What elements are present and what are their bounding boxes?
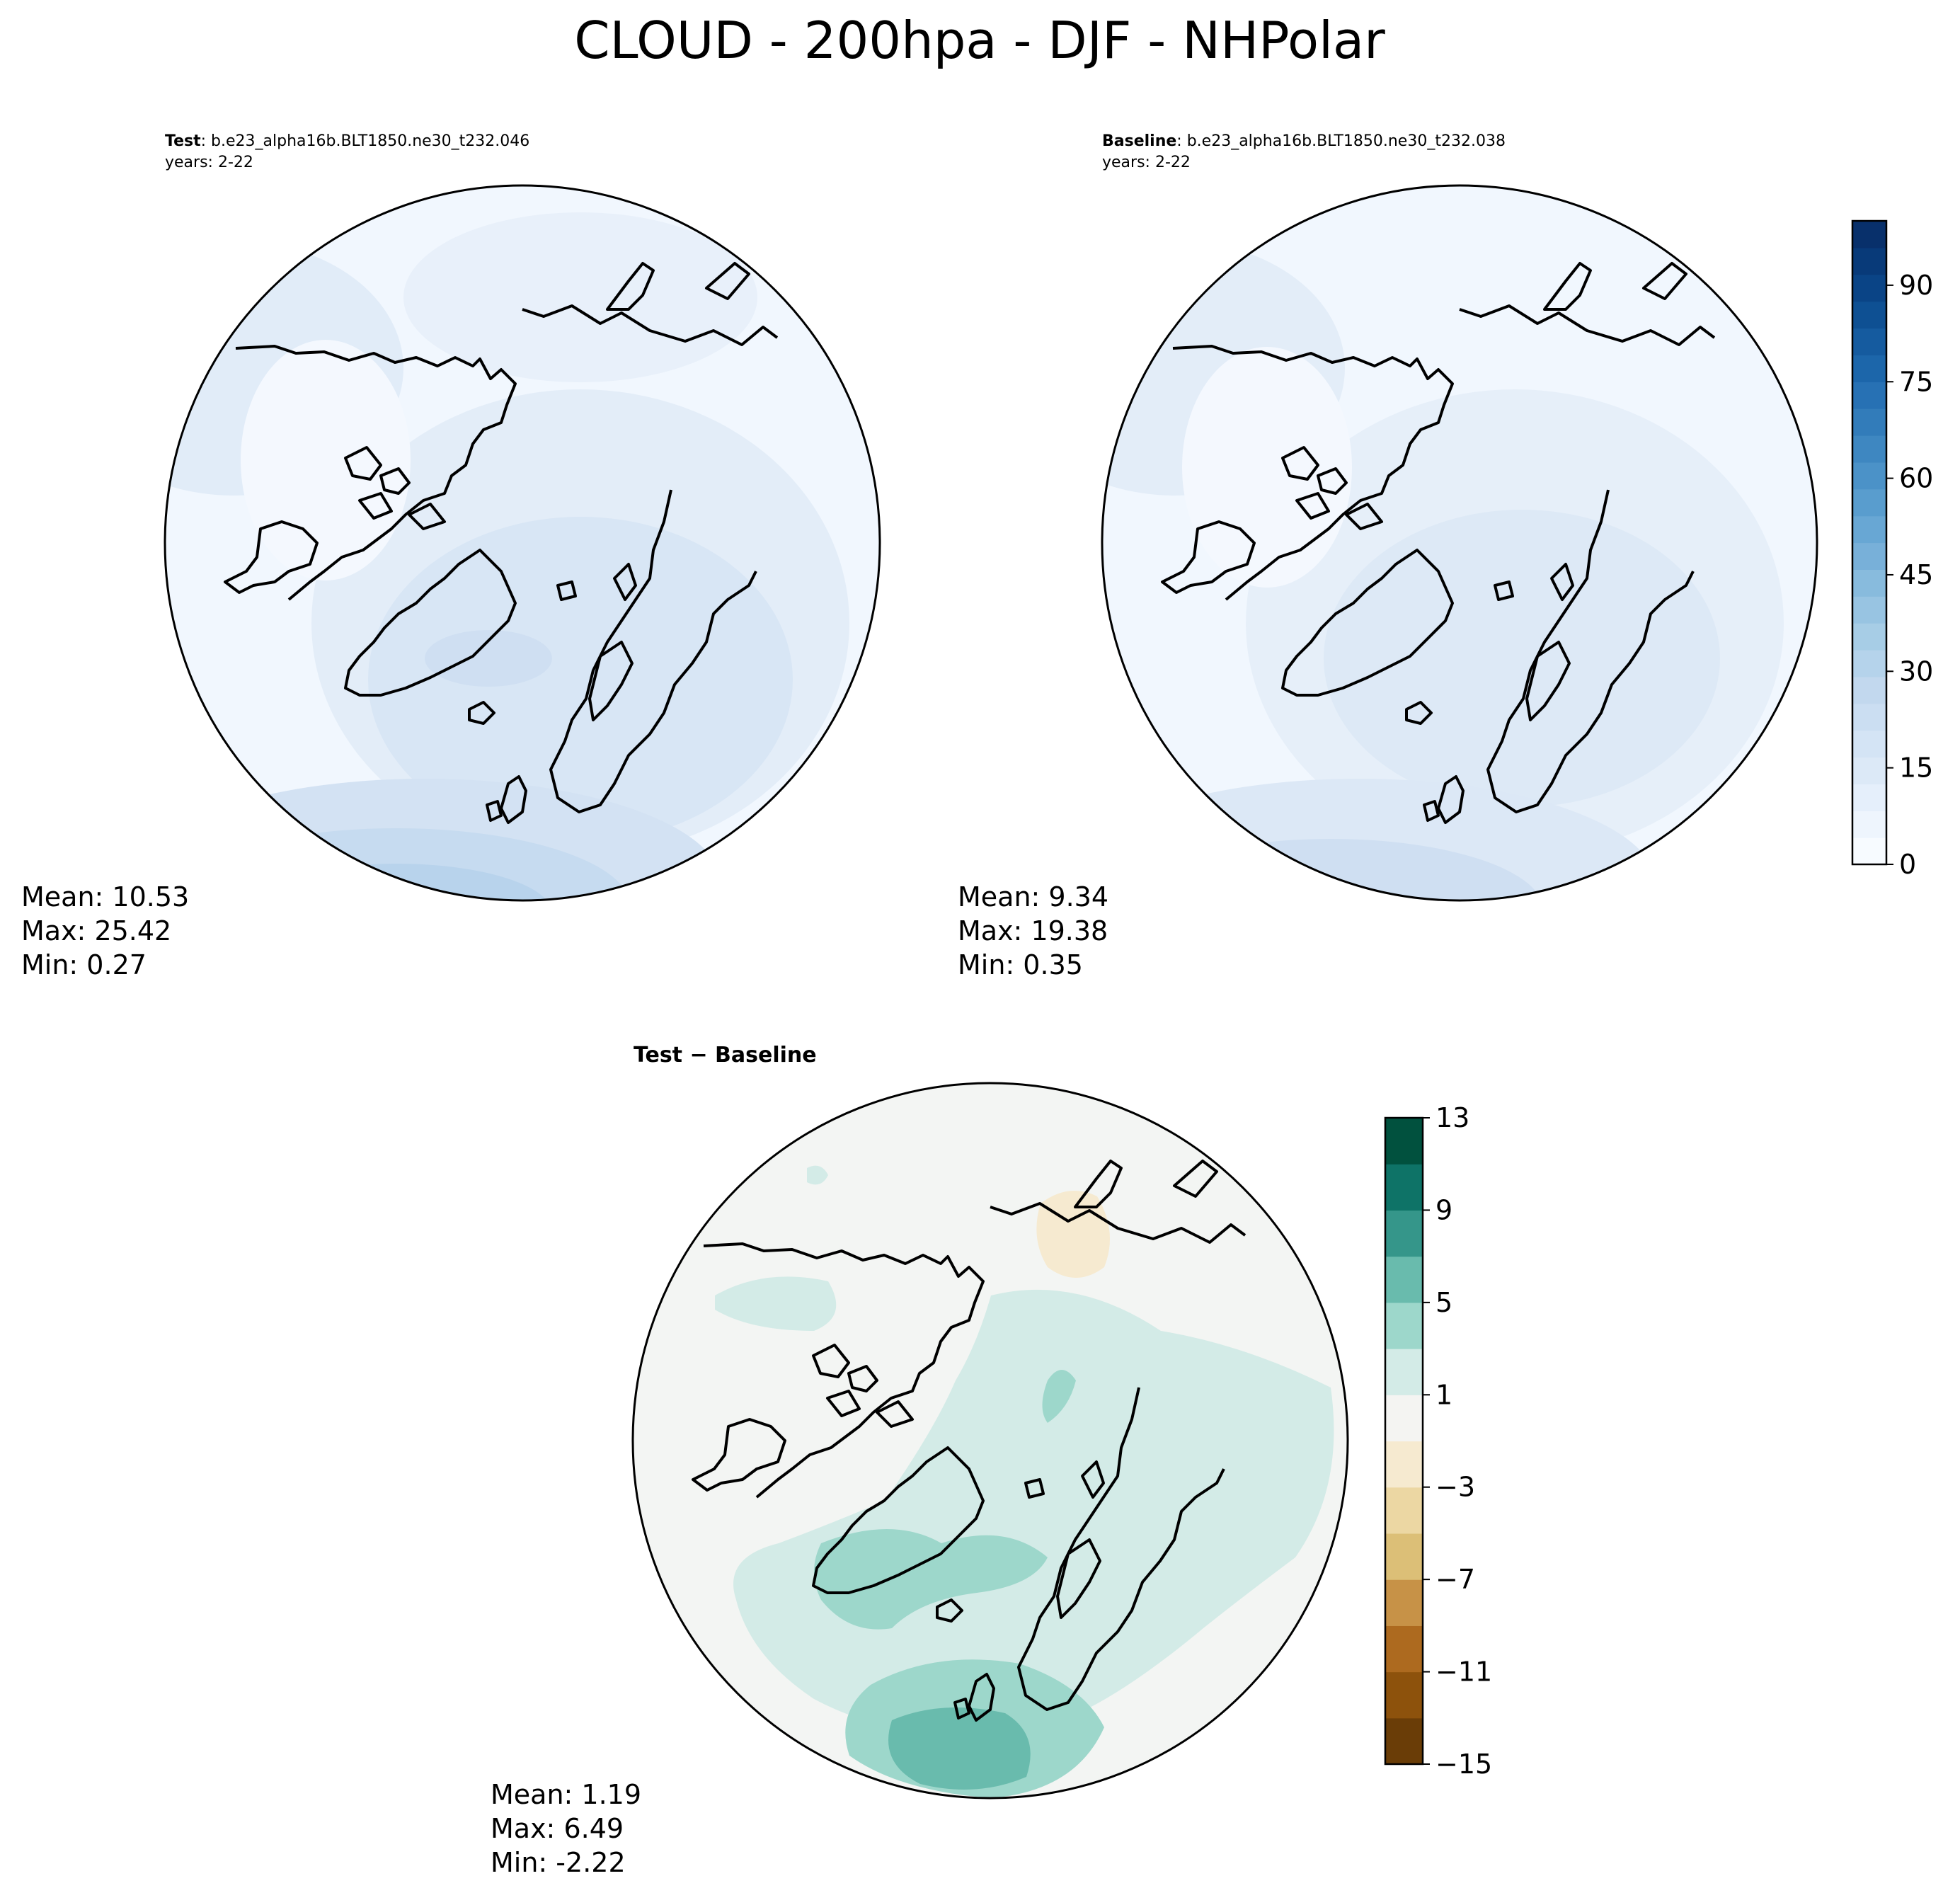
baseline-map-border [1101,184,1818,902]
colorbar-band [1852,274,1886,302]
colorbar-band [1385,1625,1423,1673]
baseline-map [1102,185,1817,900]
diff-map [633,1083,1348,1798]
colorbar-band [1852,784,1886,811]
colorbar-band [1852,757,1886,784]
baseline-label: Baseline: b.e23_alpha16b.BLT1850.ne30_t2… [1102,132,1506,150]
diff-min: Min: -2.22 [491,1847,626,1878]
test-mean: Mean: 10.53 [21,881,189,912]
colorbar-band [1852,328,1886,355]
baseline-min: Min: 0.35 [958,949,1083,980]
baseline-years: years: 2-22 [1102,154,1191,171]
baseline-label-rest: : b.e23_alpha16b.BLT1850.ne30_t232.038 [1176,132,1506,150]
main-colorbar: 0 15 30 45 60 75 90 [1851,219,1933,880]
colorbar-band [1852,382,1886,409]
colorbar-tick-label: 0 [1899,849,1916,880]
baseline-mean: Mean: 9.34 [958,881,1108,912]
colorbar-band [1385,1164,1423,1211]
colorbar-tick-label: −11 [1435,1657,1492,1688]
test-label-rest: : b.e23_alpha16b.BLT1850.ne30_t232.046 [201,132,530,150]
baseline-panel: Baseline: b.e23_alpha16b.BLT1850.ne30_t2… [958,132,1818,980]
diff-mean: Mean: 1.19 [491,1779,641,1810]
colorbar-band [1852,488,1886,517]
colorbar-band [1385,1441,1423,1488]
colorbar-tick-label: 15 [1899,753,1933,784]
colorbar-band [1852,569,1886,597]
colorbar-band [1852,435,1886,463]
diff-map-border [631,1082,1349,1800]
colorbar-band [1852,811,1886,838]
colorbar-tick-label: −7 [1435,1564,1475,1595]
colorbar-tick-label: 1 [1435,1379,1452,1410]
colorbar-band [1385,1256,1423,1303]
colorbar-band [1852,676,1886,704]
colorbar-band [1852,462,1886,490]
colorbar-band [1385,1717,1423,1765]
colorbar-tick-label: 90 [1899,270,1933,301]
diff-label: Test − Baseline [634,1043,817,1068]
colorbar-tick-label: 75 [1899,366,1933,397]
colorbar-band [1852,837,1886,865]
test-label: Test: b.e23_alpha16b.BLT1850.ne30_t232.0… [165,132,529,150]
colorbar-tick-label: 30 [1899,656,1933,687]
baseline-label-bold: Baseline [1102,132,1176,150]
colorbar-band [1852,301,1886,329]
colorbar-band [1852,515,1886,544]
colorbar-band [1852,247,1886,275]
colorbar-tick-label: 9 [1435,1194,1452,1225]
colorbar-band [1852,703,1886,731]
colorbar-tick-label: 13 [1435,1102,1469,1133]
colorbar-band [1852,221,1886,248]
colorbar-band [1385,1349,1423,1395]
test-max: Max: 25.42 [21,915,171,946]
colorbar-band [1852,623,1886,651]
colorbar-band [1385,1395,1423,1442]
diff-panel: Test − Baseline Mean: 1.19 Max: 6.49 Min… [491,1043,1349,1878]
test-label-bold: Test [165,132,201,150]
colorbar-tick-label: −15 [1435,1749,1492,1780]
colorbar-band [1385,1118,1423,1165]
test-panel: Test: b.e23_alpha16b.BLT1850.ne30_t232.0… [21,132,881,980]
colorbar-band [1385,1533,1423,1580]
diff-colorbar: 13 9 5 1 −3 −7 −11 −15 [1384,1102,1492,1780]
colorbar-band [1385,1579,1423,1626]
colorbar-band [1385,1487,1423,1534]
colorbar-band [1852,650,1886,677]
diff-max: Max: 6.49 [491,1813,624,1844]
colorbar-tick-label: 5 [1435,1287,1452,1318]
test-years: years: 2-22 [165,154,253,171]
colorbar-band [1852,730,1886,758]
test-map [165,185,880,900]
test-min: Min: 0.27 [21,949,147,980]
colorbar-tick-label: 45 [1899,559,1933,590]
colorbar-band [1852,355,1886,382]
colorbar-band [1385,1302,1423,1349]
figure-title: CLOUD - 200hpa - DJF - NHPolar [574,11,1385,70]
colorbar-band [1852,542,1886,570]
colorbar-tick-label: −3 [1435,1472,1475,1503]
colorbar-band [1852,408,1886,436]
colorbar-tick-label: 60 [1899,463,1933,494]
colorbar-band [1385,1671,1423,1719]
baseline-max: Max: 19.38 [958,915,1108,946]
colorbar-band [1852,596,1886,624]
colorbar-band [1385,1210,1423,1257]
test-map-border [164,184,881,902]
